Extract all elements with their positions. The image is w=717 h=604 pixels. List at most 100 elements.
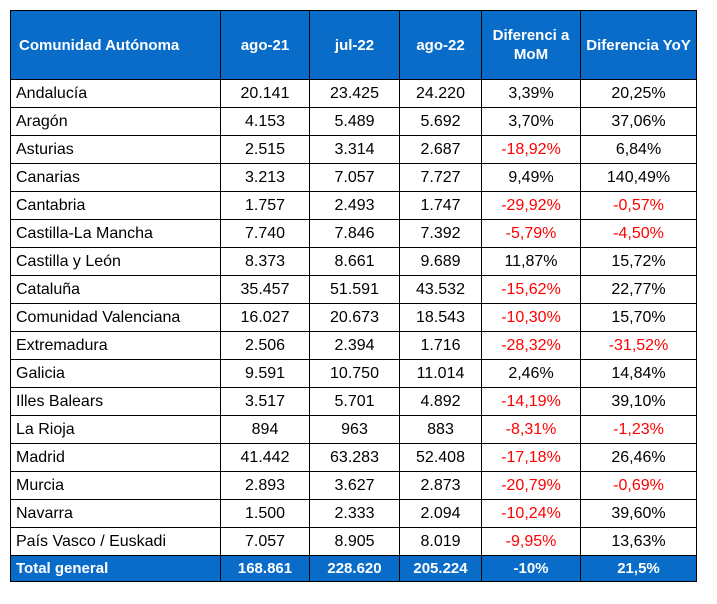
- header-ago-22: ago-22: [399, 10, 482, 80]
- table-row: Andalucía 20.141 23.425 24.220 3,39% 20,25%: [10, 79, 697, 108]
- ago-22-cell: 4.892: [399, 387, 482, 416]
- table-row: País Vasco / Euskadi 7.057 8.905 8.019 -9,95…: [10, 527, 697, 556]
- ago-22-cell: 11.014: [399, 359, 482, 388]
- ago-22-cell: 883: [399, 415, 482, 444]
- ago-21-cell: 1.757: [220, 191, 310, 220]
- diff-yoy-cell: 14,84%: [580, 359, 697, 388]
- diff-yoy-cell: 15,72%: [580, 247, 697, 276]
- ago-22-cell: 18.543: [399, 303, 482, 332]
- ago-21-cell: 3.213: [220, 163, 310, 192]
- header-diff-mom: Diferenci a MoM: [481, 10, 581, 80]
- ago-21-cell: 7.740: [220, 219, 310, 248]
- ago-21-cell: 16.027: [220, 303, 310, 332]
- region-cell: Aragón: [10, 107, 221, 136]
- header-diff-yoy: Diferencia YoY: [580, 10, 697, 80]
- ago-22-cell: 1.747: [399, 191, 482, 220]
- diff-mom-cell: -5,79%: [481, 219, 581, 248]
- diff-yoy-cell: 22,77%: [580, 275, 697, 304]
- diff-yoy-cell: 13,63%: [580, 527, 697, 556]
- diff-mom-cell: 3,39%: [481, 79, 581, 108]
- table-row: Galicia 9.591 10.750 11.014 2,46% 14,84%: [10, 359, 697, 388]
- table-row: Murcia 2.893 3.627 2.873 -20,79% -0,69%: [10, 471, 697, 500]
- diff-mom-cell: -20,79%: [481, 471, 581, 500]
- ago-21-cell: 35.457: [220, 275, 310, 304]
- ago-22-cell: 5.692: [399, 107, 482, 136]
- ago-21-cell: 8.373: [220, 247, 310, 276]
- region-cell: Canarias: [10, 163, 221, 192]
- region-cell: Galicia: [10, 359, 221, 388]
- table-row: Asturias 2.515 3.314 2.687 -18,92% 6,84%: [10, 135, 697, 164]
- header-row: Comunidad Autónoma ago-21 jul-22 ago-22 …: [10, 10, 697, 80]
- header-ago-21: ago-21: [220, 10, 310, 80]
- total-jul-22: 228.620: [309, 555, 400, 582]
- diff-yoy-cell: -0,69%: [580, 471, 697, 500]
- ago-22-cell: 43.532: [399, 275, 482, 304]
- ago-22-cell: 9.689: [399, 247, 482, 276]
- region-cell: Comunidad Valenciana: [10, 303, 221, 332]
- total-ago-22: 205.224: [399, 555, 482, 582]
- jul-22-cell: 20.673: [309, 303, 400, 332]
- diff-mom-cell: -9,95%: [481, 527, 581, 556]
- header-region: Comunidad Autónoma: [10, 10, 221, 80]
- ago-21-cell: 41.442: [220, 443, 310, 472]
- diff-yoy-cell: 6,84%: [580, 135, 697, 164]
- ago-21-cell: 9.591: [220, 359, 310, 388]
- table-row: Cataluña 35.457 51.591 43.532 -15,62% 22,77%: [10, 275, 697, 304]
- ago-22-cell: 1.716: [399, 331, 482, 360]
- diff-yoy-cell: -4,50%: [580, 219, 697, 248]
- ago-21-cell: 20.141: [220, 79, 310, 108]
- diff-yoy-cell: 39,60%: [580, 499, 697, 528]
- table-row: Navarra 1.500 2.333 2.094 -10,24% 39,60%: [10, 499, 697, 528]
- diff-mom-cell: -8,31%: [481, 415, 581, 444]
- ago-22-cell: 2.873: [399, 471, 482, 500]
- ago-22-cell: 24.220: [399, 79, 482, 108]
- diff-yoy-cell: 15,70%: [580, 303, 697, 332]
- ago-22-cell: 52.408: [399, 443, 482, 472]
- header-jul-22: jul-22: [309, 10, 400, 80]
- region-cell: Castilla-La Mancha: [10, 219, 221, 248]
- ago-21-cell: 894: [220, 415, 310, 444]
- region-cell: Illes Balears: [10, 387, 221, 416]
- diff-mom-cell: 11,87%: [481, 247, 581, 276]
- region-cell: Cantabria: [10, 191, 221, 220]
- jul-22-cell: 51.591: [309, 275, 400, 304]
- table-row: Illes Balears 3.517 5.701 4.892 -14,19% 39,10…: [10, 387, 697, 416]
- ago-22-cell: 2.094: [399, 499, 482, 528]
- ago-22-cell: 7.727: [399, 163, 482, 192]
- jul-22-cell: 963: [309, 415, 400, 444]
- table-row: Cantabria 1.757 2.493 1.747 -29,92% -0,57%: [10, 191, 697, 220]
- jul-22-cell: 2.394: [309, 331, 400, 360]
- jul-22-cell: 7.057: [309, 163, 400, 192]
- table-row: Castilla-La Mancha 7.740 7.846 7.392 -5,79% -…: [10, 219, 697, 248]
- table-body: Andalucía 20.141 23.425 24.220 3,39% 20,25% Ar…: [10, 79, 697, 556]
- diff-mom-cell: 2,46%: [481, 359, 581, 388]
- total-diff-mom: -10%: [481, 555, 581, 582]
- ago-21-cell: 7.057: [220, 527, 310, 556]
- diff-mom-cell: -14,19%: [481, 387, 581, 416]
- region-cell: País Vasco / Euskadi: [10, 527, 221, 556]
- region-cell: Navarra: [10, 499, 221, 528]
- jul-22-cell: 5.489: [309, 107, 400, 136]
- jul-22-cell: 8.905: [309, 527, 400, 556]
- jul-22-cell: 3.627: [309, 471, 400, 500]
- table-row: Canarias 3.213 7.057 7.727 9,49% 140,49%: [10, 163, 697, 192]
- table-row: Madrid 41.442 63.283 52.408 -17,18% 26,46%: [10, 443, 697, 472]
- data-table: Comunidad Autónoma ago-21 jul-22 ago-22 …: [10, 10, 697, 582]
- jul-22-cell: 2.493: [309, 191, 400, 220]
- region-cell: Extremadura: [10, 331, 221, 360]
- jul-22-cell: 5.701: [309, 387, 400, 416]
- diff-mom-cell: -10,30%: [481, 303, 581, 332]
- diff-yoy-cell: 26,46%: [580, 443, 697, 472]
- table-row: Comunidad Valenciana 16.027 20.673 18.543 -1…: [10, 303, 697, 332]
- diff-yoy-cell: -0,57%: [580, 191, 697, 220]
- diff-mom-cell: -28,32%: [481, 331, 581, 360]
- diff-yoy-cell: 37,06%: [580, 107, 697, 136]
- diff-mom-cell: -17,18%: [481, 443, 581, 472]
- jul-22-cell: 8.661: [309, 247, 400, 276]
- table-row: La Rioja 894 963 883 -8,31% -1,23%: [10, 415, 697, 444]
- diff-mom-cell: 3,70%: [481, 107, 581, 136]
- diff-mom-cell: -18,92%: [481, 135, 581, 164]
- ago-21-cell: 3.517: [220, 387, 310, 416]
- region-cell: La Rioja: [10, 415, 221, 444]
- total-ago-21: 168.861: [220, 555, 310, 582]
